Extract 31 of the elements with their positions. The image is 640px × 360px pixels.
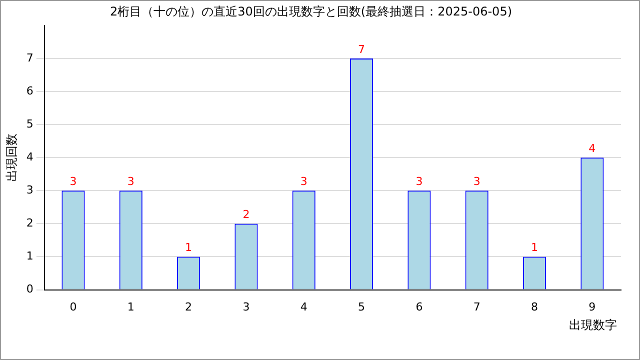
x-tick-label: 4 [300, 300, 308, 314]
data-label: 2 [242, 208, 250, 222]
x-tick-label: 7 [473, 300, 480, 314]
y-tick-label: 7 [26, 51, 34, 64]
data-label: 3 [473, 175, 480, 188]
x-tick-label: 0 [70, 300, 77, 314]
data-label: 3 [70, 175, 77, 188]
y-tick-label: 3 [26, 184, 34, 197]
data-label: 4 [588, 142, 596, 155]
x-tick-label: 1 [127, 300, 134, 314]
data-label: 3 [127, 175, 134, 188]
y-tick-label: 2 [26, 216, 34, 230]
data-label: 7 [358, 42, 366, 56]
y-tick-label: 1 [26, 250, 34, 263]
y-tick-label: 5 [26, 117, 34, 130]
x-tick-label: 2 [185, 300, 192, 314]
data-label: 3 [300, 175, 308, 188]
y-tick-label: 6 [26, 84, 34, 98]
x-tick-label: 6 [416, 300, 423, 314]
x-axis-title: 出現数字 [569, 317, 617, 334]
y-tick-label: 4 [26, 150, 34, 164]
data-label: 1 [185, 241, 192, 254]
x-tick-label: 5 [358, 300, 366, 314]
x-tick-label: 8 [531, 300, 538, 314]
x-tick-label: 9 [588, 300, 596, 314]
chart-title: 2桁目（十の位）の直近30回の出現数字と回数(最終抽選日：2025-06-05) [110, 4, 512, 18]
y-axis-title: 出現回数 [4, 134, 18, 182]
y-tick-label: 0 [26, 282, 34, 296]
data-label: 3 [416, 175, 423, 188]
data-label: 1 [531, 241, 538, 254]
x-tick-label: 3 [242, 300, 250, 314]
